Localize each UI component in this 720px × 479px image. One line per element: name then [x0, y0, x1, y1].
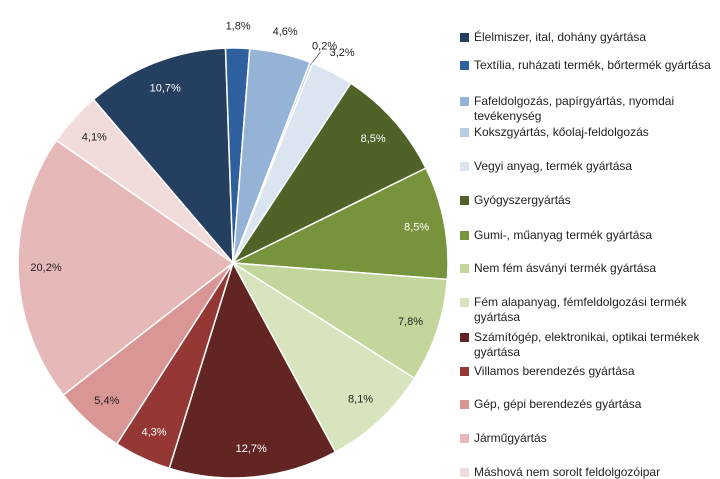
legend-swatch [460, 61, 469, 70]
legend-label: Máshová nem sorolt feldolgozóipar [474, 465, 661, 479]
legend-entry: Villamos berendezés gyártása [460, 364, 716, 379]
legend-swatch [460, 97, 469, 106]
data-label: 7,8% [398, 316, 423, 328]
legend-label: Gumi-, műanyag termék gyártása [474, 228, 653, 242]
legend-swatch [460, 196, 469, 205]
legend-swatch [460, 298, 469, 307]
legend-swatch [460, 434, 469, 443]
legend-entry: Számítógép, elektronikai, optikai termék… [460, 330, 716, 360]
legend-entry: Vegyi anyag, termék gyártása [460, 159, 716, 174]
data-label: 12,7% [236, 443, 267, 455]
legend-swatch [460, 333, 469, 342]
legend-label: Kokszgyártás, kőolaj-feldolgozás [474, 125, 649, 139]
legend-entry: Járműgyártás [460, 431, 716, 446]
data-label: 0,2% [312, 41, 337, 53]
legend-label: Textília, ruházati termék, bőrtermék gyá… [474, 58, 711, 72]
legend-swatch [460, 400, 469, 409]
legend-label: Nem fém ásványi termék gyártása [474, 261, 657, 275]
data-label: 4,1% [82, 131, 107, 143]
legend-swatch [460, 128, 469, 137]
legend-swatch [460, 162, 469, 171]
legend-label: Gyógyszergyártás [474, 193, 571, 207]
legend-entry: Fém alapanyag, fémfeldolgozási termék gy… [460, 295, 716, 325]
legend-entry: Kokszgyártás, kőolaj-feldolgozás [460, 125, 716, 140]
legend-label: Fém alapanyag, fémfeldolgozási termék gy… [474, 295, 687, 324]
data-label: 8,5% [361, 133, 386, 145]
legend-swatch [460, 264, 469, 273]
legend-entry: Élelmiszer, ital, dohány gyártása [460, 30, 716, 45]
legend-entry: Gumi-, műanyag termék gyártása [460, 228, 716, 243]
legend-label: Villamos berendezés gyártása [474, 364, 635, 378]
pie-slice [17, 139, 235, 397]
pie-slice [230, 167, 449, 281]
pie-slice [55, 98, 234, 264]
data-label: 20,2% [30, 262, 61, 274]
legend-label: Járműgyártás [474, 431, 547, 445]
data-label: 5,4% [94, 395, 119, 407]
data-label: 8,5% [404, 222, 429, 234]
legend-entry: Textília, ruházati termék, bőrtermék gyá… [460, 58, 716, 73]
legend-entry: Fafeldolgozás, papírgyártás, nyomdai tev… [460, 94, 716, 124]
legend-entry: Nem fém ásványi termék gyártása [460, 261, 716, 276]
legend-entry: Máshová nem sorolt feldolgozóipar [460, 465, 716, 479]
data-label: 1,8% [226, 20, 251, 32]
legend-label: Élelmiszer, ital, dohány gyártása [474, 30, 647, 44]
legend-entry: Gyógyszergyártás [460, 193, 716, 208]
data-label: 8,1% [348, 394, 373, 406]
legend-entry: Gép, gépi berendezés gyártása [460, 397, 716, 412]
legend-label: Számítógép, elektronikai, optikai termék… [474, 330, 700, 359]
pie-slice [232, 262, 449, 380]
pie-slice [230, 82, 427, 265]
legend-swatch [460, 468, 469, 477]
legend-label: Fafeldolgozás, papírgyártás, nyomdai tev… [474, 94, 675, 123]
pie-slice [230, 260, 416, 454]
data-label: 3,2% [330, 47, 355, 59]
data-label: 10,7% [150, 83, 181, 95]
legend-label: Gép, gépi berendezés gyártása [474, 397, 642, 411]
data-label: 4,6% [273, 26, 298, 38]
data-label: 4,3% [141, 426, 166, 438]
legend-swatch [460, 367, 469, 376]
legend-label: Vegyi anyag, termék gyártása [474, 159, 633, 173]
legend-swatch [460, 33, 469, 42]
pie-slice [92, 47, 234, 266]
legend-swatch [460, 231, 469, 240]
pie-slice [168, 261, 337, 479]
